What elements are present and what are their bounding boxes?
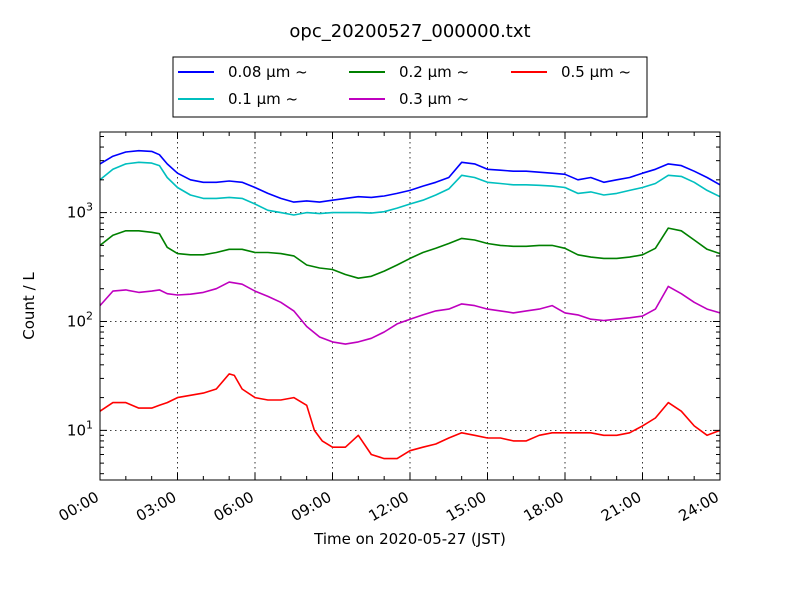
grid-lines bbox=[100, 132, 720, 480]
x-tick-label: 15:00 bbox=[443, 488, 489, 525]
y-tick-exponent: 2 bbox=[86, 309, 93, 322]
legend-label-2: 0.2 μm ~ bbox=[399, 63, 469, 81]
x-tick-label: 18:00 bbox=[521, 488, 567, 525]
legend-label-0: 0.08 μm ~ bbox=[228, 63, 308, 81]
series-line-3 bbox=[99, 281, 721, 345]
y-tick-label: 103 bbox=[67, 201, 93, 222]
y-tick-base: 10 bbox=[67, 204, 86, 222]
y-tick-base: 10 bbox=[67, 421, 86, 439]
y-tick-exponent: 3 bbox=[86, 201, 93, 214]
legend: 0.08 μm ~ 0.1 μm ~ 0.2 μm ~ 0.3 μm ~ 0.5 μm … bbox=[172, 56, 648, 118]
x-tick-label: 21:00 bbox=[598, 488, 644, 525]
x-tick-label: 03:00 bbox=[133, 488, 179, 525]
y-tick-label: 102 bbox=[67, 309, 93, 330]
y-axis-label: Count / L bbox=[20, 272, 38, 340]
series-line-0 bbox=[99, 149, 721, 203]
x-tick-labels: 00:00 03:00 06:00 09:00 12:00 15:00 18:00 21:00… bbox=[56, 488, 722, 525]
y-tick-exponent: 1 bbox=[86, 418, 93, 431]
series-line-1 bbox=[99, 161, 721, 216]
x-tick-label: 09:00 bbox=[288, 488, 334, 525]
y-tick-label: 101 bbox=[67, 418, 93, 439]
chart-title: opc_20200527_000000.txt bbox=[289, 21, 530, 42]
x-tick-label: 00:00 bbox=[56, 488, 102, 525]
series-line-4 bbox=[99, 373, 721, 460]
legend-label-4: 0.5 μm ~ bbox=[561, 63, 631, 81]
x-axis-label: Time on 2020-05-27 (JST) bbox=[313, 530, 506, 548]
legend-box bbox=[172, 56, 648, 118]
axis-ticks bbox=[99, 132, 721, 480]
series-line-2 bbox=[99, 227, 721, 280]
legend-label-1: 0.1 μm ~ bbox=[228, 90, 298, 108]
y-tick-base: 10 bbox=[67, 312, 86, 330]
x-tick-label: 12:00 bbox=[366, 488, 412, 525]
x-tick-label: 06:00 bbox=[211, 488, 257, 525]
x-tick-label: 24:00 bbox=[676, 488, 722, 525]
legend-label-3: 0.3 μm ~ bbox=[399, 90, 469, 108]
series-lines bbox=[99, 149, 721, 460]
